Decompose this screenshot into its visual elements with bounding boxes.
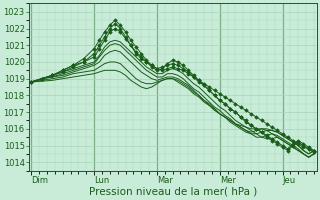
X-axis label: Pression niveau de la mer( hPa ): Pression niveau de la mer( hPa ) [89,187,257,197]
